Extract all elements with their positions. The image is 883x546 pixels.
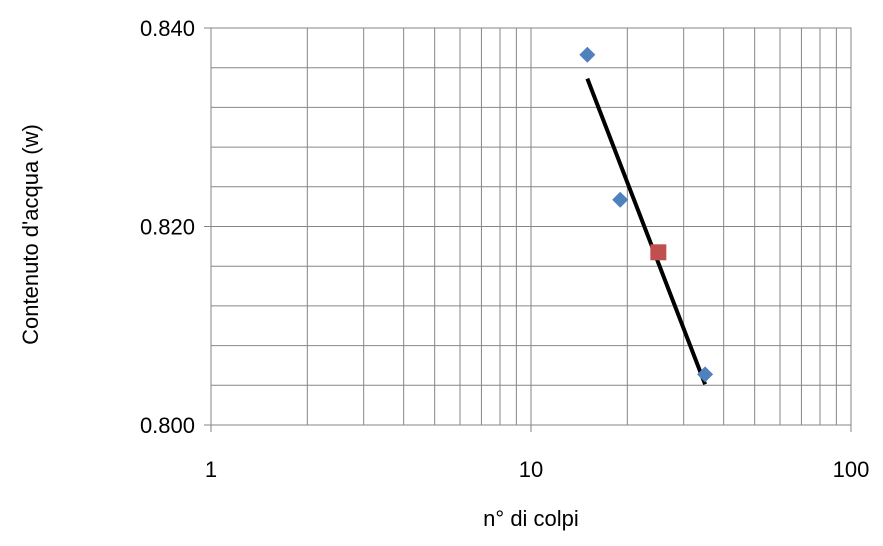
trend-line [585,77,707,386]
data-point-diamond [697,366,714,383]
tick-labels: 0.800 0.820 0.840 1 10 100 [140,16,869,482]
data-point-diamond [579,46,596,63]
y-tick-label: 0.820 [140,215,195,240]
y-tick-label: 0.840 [140,16,195,41]
x-tick-label: 10 [519,457,543,482]
data-point-diamond [612,191,629,208]
x-tick-label: 1 [205,457,217,482]
x-axis-title: n° di colpi [483,506,579,531]
gridlines [211,28,851,425]
y-axis-title: Contenuto d'acqua (w) [18,124,43,345]
x-tick-label: 100 [833,457,870,482]
axis-ticks [204,27,852,432]
series-layer [579,46,714,386]
data-point-square [650,244,667,261]
y-tick-label: 0.800 [140,413,195,438]
